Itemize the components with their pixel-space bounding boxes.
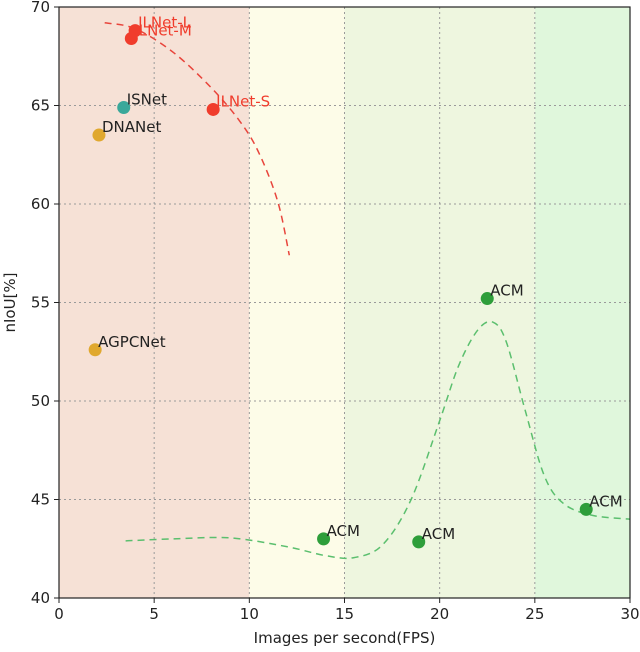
data-point — [88, 343, 102, 357]
y-tick-label: 45 — [31, 491, 50, 509]
data-point — [480, 292, 494, 306]
data-label: ACM — [490, 282, 523, 300]
y-tick-label: 55 — [31, 294, 50, 312]
x-tick-label: 20 — [430, 605, 449, 623]
y-axis-title: nIoU[%] — [1, 272, 19, 332]
x-tick-label: 0 — [54, 605, 64, 623]
data-label: ILNet-L — [138, 14, 192, 32]
trend-line-0 — [104, 22, 291, 256]
trend-line-1 — [125, 320, 631, 560]
x-tick-label: 30 — [620, 605, 639, 623]
data-point — [579, 502, 593, 516]
data-label: ACM — [589, 492, 622, 510]
data-label: ACM — [327, 522, 360, 540]
data-label: ILNet-S — [216, 92, 270, 110]
data-label: ISNet — [127, 90, 167, 108]
y-tick-label: 70 — [31, 0, 50, 16]
x-axis-title: Images per second(FPS) — [254, 629, 436, 647]
data-point — [92, 128, 106, 142]
data-label: AGPCNet — [98, 333, 166, 351]
data-point — [206, 102, 220, 116]
trend-lines — [104, 22, 631, 560]
data-point — [412, 535, 426, 549]
x-tick-label: 25 — [525, 605, 544, 623]
x-axis-ticks: 0 5 10 15 20 25 30 — [54, 598, 640, 623]
x-tick-label: 15 — [335, 605, 354, 623]
x-tick-label: 5 — [149, 605, 159, 623]
y-tick-label: 65 — [31, 97, 50, 115]
data-label: ACM — [422, 525, 455, 543]
y-tick-label: 40 — [31, 589, 50, 607]
x-tick-label: 10 — [240, 605, 259, 623]
data-points — [88, 24, 593, 549]
y-axis-ticks: 40 45 50 55 60 65 70 — [31, 0, 59, 607]
y-tick-label: 60 — [31, 195, 50, 213]
grid-lines — [59, 7, 630, 598]
data-label: ILNet-M — [134, 22, 191, 40]
y-tick-label: 50 — [31, 392, 50, 410]
data-point — [124, 32, 138, 46]
data-label: DNANet — [102, 118, 161, 136]
data-point — [317, 532, 331, 546]
data-point — [117, 100, 131, 114]
